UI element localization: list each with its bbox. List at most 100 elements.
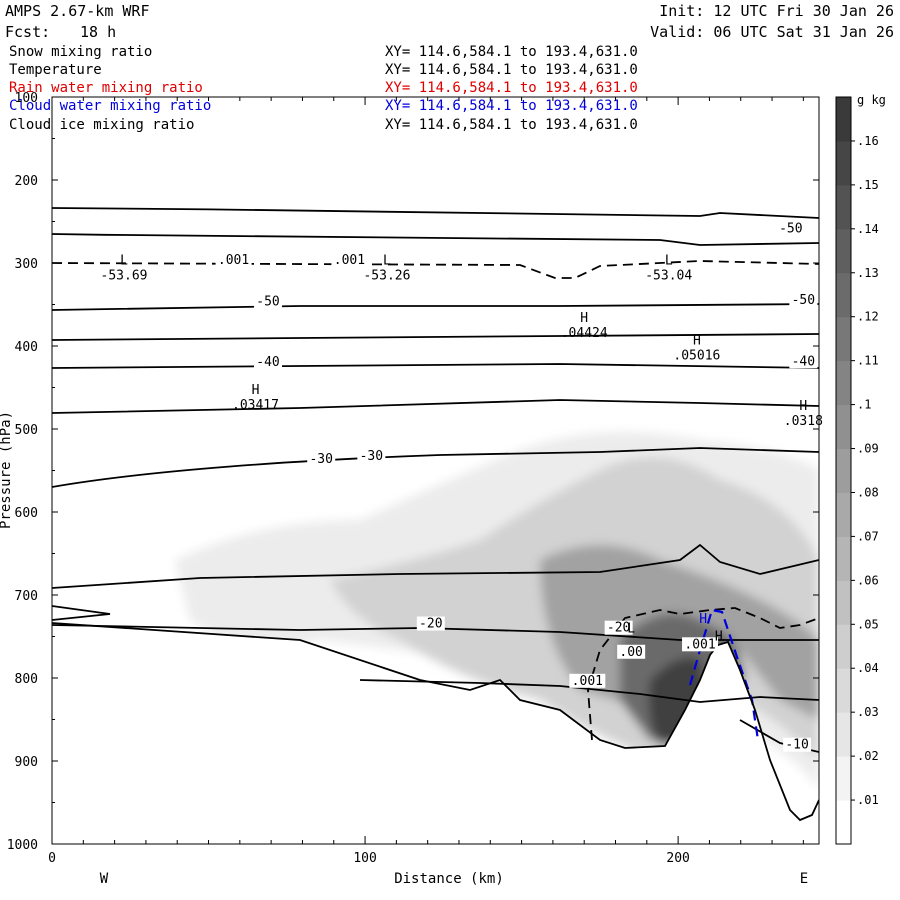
- colorbar-tick-label: .1: [857, 398, 871, 412]
- mixing-ratio-label: .00: [619, 645, 642, 660]
- isotherm-label: -30: [360, 449, 383, 464]
- y-tick-label: 500: [15, 423, 38, 438]
- extremum-value: .0318: [784, 414, 823, 429]
- isotherm-line-540: [52, 447, 819, 488]
- legend-xy-cloud-water: XY= 114.6,584.1 to 193.4,631.0: [385, 98, 638, 114]
- legend-name-temperature: Temperature: [9, 62, 102, 78]
- isotherm-label: -40: [256, 355, 279, 370]
- isotherm-label-bg: [604, 620, 633, 635]
- colorbar-tick-label: .14: [857, 222, 879, 236]
- colorbar-tick-label: .05: [857, 617, 879, 631]
- left-edge-tongue: [52, 605, 111, 621]
- legend-name-cloud-ice: Cloud ice mixing ratio: [9, 117, 195, 133]
- y-tick-label: 200: [15, 174, 38, 189]
- legend-xy-cloud-ice: XY= 114.6,584.1 to 193.4,631.0: [385, 117, 638, 133]
- mixing-ratio-label-bg: [215, 253, 252, 267]
- x-axis: 0 100 200: [48, 97, 804, 866]
- colorbar-tick-label: .03: [857, 705, 879, 719]
- isotherm-label: -50: [792, 293, 815, 308]
- west-label: W: [100, 871, 109, 887]
- mixing-ratio-label: .001: [218, 253, 249, 268]
- y-tick-label: 100: [15, 91, 38, 106]
- extremum-value: -53.26: [363, 269, 410, 284]
- isotherm-label: -50: [779, 221, 802, 236]
- mixing-ratio-label-bg: [569, 673, 606, 688]
- isotherm-label: -10: [785, 738, 808, 753]
- colorbar-swatch: [836, 140, 851, 186]
- isotherm-label-bg: [776, 221, 805, 236]
- model-title: AMPS 2.67-km WRF: [5, 2, 150, 20]
- legend-xy-snow: XY= 114.6,584.1 to 193.4,631.0: [385, 44, 638, 60]
- legend-name-cloud-water: Cloud water mixing ratio: [9, 98, 212, 114]
- low-marker: L: [627, 621, 635, 636]
- extremum-value: -53.04: [645, 269, 692, 284]
- x-axis-title: Distance (km): [394, 871, 504, 887]
- colorbar-tick-label: .02: [857, 749, 879, 763]
- colorbar-swatch: [836, 712, 851, 757]
- colorbar-swatch: [836, 272, 851, 318]
- isotherm-label-bg: [783, 737, 812, 752]
- y-tick-label: 1000: [7, 838, 38, 853]
- isotherm-lines: [52, 207, 819, 753]
- colorbar-tick-label: .09: [857, 442, 879, 456]
- isotherm-label-bg: [307, 452, 336, 467]
- contour-labels: -50 -50 -50 -40 -40 -30 -30 -20 -20 -10 .001 .001 .0…: [101, 221, 823, 753]
- y-tick-label: 300: [15, 257, 38, 272]
- colorbar-swatch: [836, 228, 851, 274]
- colorbar-swatch: [836, 668, 851, 713]
- high-marker: H: [252, 383, 260, 398]
- isotherm-label-bg: [254, 294, 283, 309]
- colorbar-swatch: [836, 580, 851, 625]
- colorbar: .01 .02 .03 .04 .05 .06 .07 .08 .09 .1 .11 .12 .13 .1…: [835, 93, 886, 845]
- colorbar-tick-label: .01: [857, 793, 879, 807]
- high-marker: H: [699, 612, 707, 627]
- isotherm-label: -50: [256, 295, 279, 310]
- mixing-ratio-label: .001: [572, 674, 603, 689]
- mixing-ratio-label-bg: [682, 637, 719, 652]
- forecast-label: Fcst:: [5, 23, 51, 41]
- isotherm-label-bg: [416, 616, 445, 631]
- mixing-ratio-label: .001: [334, 253, 365, 268]
- mixing-ratio-shading: [52, 432, 819, 844]
- colorbar-swatch: [836, 360, 851, 406]
- extremum-value: .03417: [232, 398, 279, 413]
- valid-time: Valid: 06 UTC Sat 31 Jan 26: [650, 23, 894, 41]
- y-tick-label: 900: [15, 755, 38, 770]
- legend-name-snow: Snow mixing ratio: [9, 44, 153, 60]
- colorbar-tick-label: .11: [857, 354, 879, 368]
- terrain-outline: [52, 622, 819, 822]
- isotherm-label: -30: [309, 452, 332, 467]
- colorbar-tick-label: .06: [857, 573, 879, 587]
- isotherm-line-478: [52, 399, 819, 414]
- colorbar-tick-label: .15: [857, 178, 879, 192]
- extremum-value: .05016: [673, 348, 720, 363]
- colorbar-swatch: [836, 97, 851, 142]
- y-tick-label: 700: [15, 589, 38, 604]
- colorbar-swatch: [836, 316, 851, 362]
- mixing-ratio-label-bg: [331, 253, 368, 267]
- isotherm-label-bg: [357, 448, 386, 463]
- init-time: Init: 12 UTC Fri 30 Jan 26: [659, 2, 894, 20]
- colorbar-swatch: [836, 184, 851, 230]
- colorbar-tick-label: .04: [857, 661, 879, 675]
- isotherm-line-690: [52, 543, 819, 589]
- terrain-mask: [52, 623, 819, 844]
- colorbar-swatch: [836, 624, 851, 669]
- isotherm-label-bg: [254, 355, 283, 370]
- colorbar-tick-label: .08: [857, 485, 879, 499]
- high-marker: H: [693, 333, 701, 348]
- legend-xy-rain: XY= 114.6,584.1 to 193.4,631.0: [385, 80, 638, 96]
- mixing-ratio-label: .001: [684, 637, 715, 652]
- isotherm-line-350: [52, 303, 819, 311]
- y-tick-label: 400: [15, 340, 38, 355]
- y-axis-title: Pressure (hPa): [0, 411, 14, 529]
- high-marker: H: [715, 630, 723, 645]
- legend-xy-temperature: XY= 114.6,584.1 to 193.4,631.0: [385, 62, 638, 78]
- colorbar-tick-label: .07: [857, 529, 879, 543]
- isotherm-line-423: [52, 363, 819, 369]
- high-marker: H: [799, 399, 807, 414]
- y-axis: 100 200 300 400 500 600 700 800 900 1000: [7, 91, 819, 853]
- forecast-hour: 18 h: [80, 23, 117, 41]
- colorbar-swatch: [836, 536, 851, 581]
- dashed-contour-300: [52, 260, 819, 279]
